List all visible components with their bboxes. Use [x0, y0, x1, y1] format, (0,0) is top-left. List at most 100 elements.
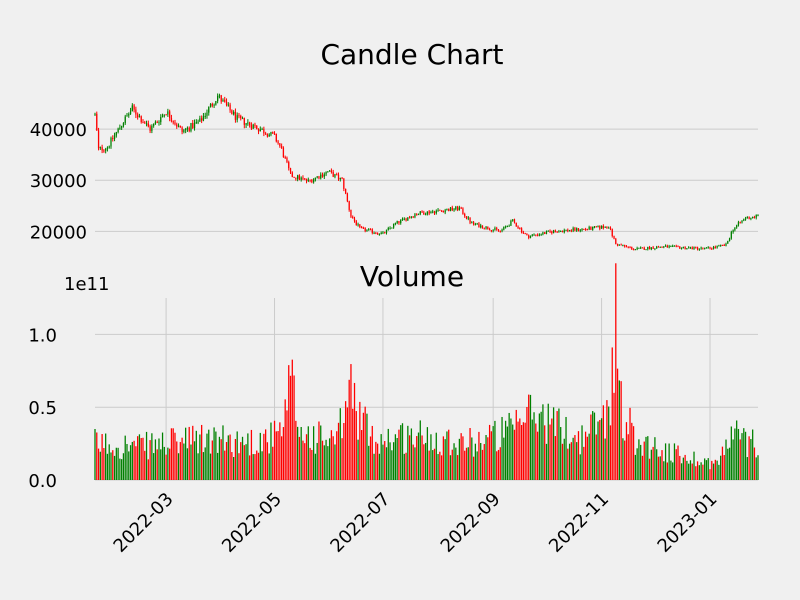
candle-body	[172, 121, 174, 123]
volume-bar	[711, 460, 713, 480]
candle-body	[186, 127, 189, 129]
candle-body	[641, 247, 644, 249]
volume-bar	[252, 454, 254, 480]
candle-body	[565, 229, 567, 231]
volume-bar	[487, 437, 489, 480]
volume-bar	[94, 429, 96, 480]
volume-bar	[364, 406, 366, 480]
volume-bar	[337, 422, 340, 480]
candle-body	[170, 117, 173, 122]
volume-bar	[197, 453, 199, 480]
candle-body	[250, 125, 253, 129]
volume-bar	[592, 411, 594, 480]
candle-body	[467, 217, 469, 219]
volume-bar	[599, 419, 601, 480]
candle-body	[640, 247, 642, 249]
volume-bar	[440, 455, 443, 480]
volume-bar	[471, 437, 473, 480]
candle-gridlines	[95, 128, 758, 232]
candle-body	[343, 178, 345, 189]
candle-body	[256, 125, 258, 130]
volume-bar	[524, 422, 526, 480]
candle-body	[286, 157, 288, 163]
volume-bar	[547, 403, 549, 480]
volume-bar	[343, 422, 345, 480]
volume-bar	[428, 450, 430, 480]
volume-bar	[533, 412, 535, 480]
candle-body	[549, 230, 551, 232]
volume-bar	[314, 453, 317, 480]
volume-bar	[410, 428, 413, 480]
candle-body	[368, 229, 370, 231]
volume-bar	[689, 460, 692, 480]
candle-body	[597, 225, 599, 228]
volume-bar	[405, 452, 407, 480]
candle-body	[222, 99, 224, 102]
candle-body	[721, 244, 724, 246]
candle-body	[364, 227, 366, 232]
candle-body	[695, 246, 697, 248]
candle-body	[558, 231, 560, 233]
candle-body	[456, 206, 459, 211]
volume-bar	[375, 441, 377, 480]
volume-bar	[485, 435, 487, 480]
volume-bar	[376, 443, 379, 480]
candle-body	[149, 126, 151, 131]
candle-body	[654, 248, 656, 250]
candle-y-tick-label: 20000	[30, 222, 87, 243]
candle-body	[103, 150, 105, 152]
volume-bar	[465, 447, 468, 480]
candle-body	[643, 247, 645, 250]
candle-body	[464, 213, 466, 217]
candle-body	[743, 219, 745, 221]
candle-body	[394, 223, 397, 225]
candle-body	[632, 249, 635, 251]
candle-body	[535, 234, 537, 236]
volume-x-tick-label: 2023-01	[654, 489, 722, 557]
candle-body	[348, 201, 350, 210]
volume-bar	[263, 433, 265, 480]
volume-bar	[240, 442, 242, 480]
volume-bar	[106, 453, 109, 480]
volume-bar	[117, 447, 119, 480]
candle-body	[201, 118, 203, 121]
volume-bar	[217, 452, 219, 480]
volume-bar	[133, 440, 135, 480]
volume-bar	[755, 457, 757, 480]
candle-body	[197, 121, 199, 123]
volume-bar	[357, 439, 359, 480]
candle-body	[296, 175, 299, 179]
volume-bar	[535, 423, 537, 480]
volume-bar	[353, 382, 356, 480]
candle-body	[576, 228, 578, 231]
volume-bar	[99, 451, 101, 480]
volume-bar	[602, 405, 604, 480]
candle-body	[574, 228, 576, 231]
candle-body	[254, 124, 256, 126]
candle-body	[359, 224, 361, 228]
candle-body	[499, 230, 501, 232]
candle-body	[360, 227, 363, 229]
candle-body	[634, 249, 636, 251]
candle-body	[663, 246, 665, 248]
volume-bar	[378, 453, 381, 480]
candle-body	[488, 229, 491, 231]
volume-bar	[222, 425, 224, 480]
candle-body	[192, 123, 194, 128]
volume-bar	[385, 447, 388, 480]
candle-body	[275, 133, 277, 142]
candle-body	[421, 211, 423, 213]
volume-bar	[688, 463, 690, 480]
candle-body	[462, 208, 464, 214]
volume-bar	[227, 435, 229, 480]
candle-body	[272, 132, 274, 134]
candle-body	[362, 227, 365, 229]
volume-bar	[657, 456, 660, 480]
candle-body	[556, 231, 558, 233]
volume-bar	[122, 453, 125, 480]
volume-bar	[734, 428, 736, 480]
volume-bar	[257, 452, 260, 480]
candle-body	[320, 174, 322, 179]
candle-body	[599, 225, 601, 229]
volume-bar	[323, 445, 325, 480]
